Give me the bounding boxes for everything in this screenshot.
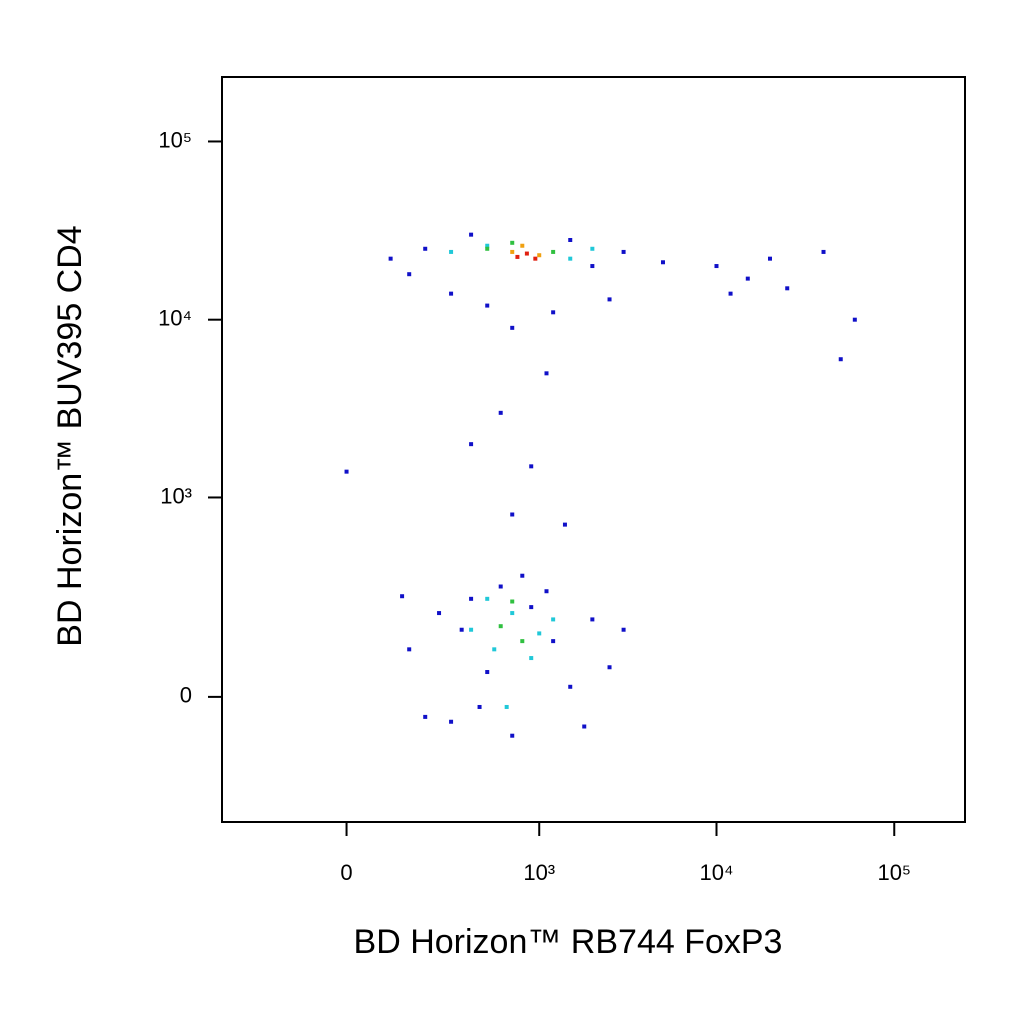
event-dot	[437, 611, 442, 616]
event-dot	[520, 639, 525, 644]
event-dot	[568, 684, 573, 689]
event-dot	[477, 704, 482, 709]
event-dot	[529, 656, 534, 661]
event-dot	[582, 724, 587, 729]
event-dot	[537, 253, 542, 258]
event-dot	[767, 256, 772, 261]
event-dot	[785, 286, 790, 291]
event-dot	[469, 627, 474, 632]
event-dot	[344, 469, 349, 474]
x-tick-label: 10⁴	[700, 860, 734, 885]
event-dot	[469, 442, 474, 447]
event-dot	[607, 297, 612, 302]
event-dot	[621, 627, 626, 632]
event-dot	[544, 371, 549, 376]
event-dot	[660, 260, 665, 265]
event-dot	[590, 246, 595, 251]
event-dot	[492, 647, 497, 652]
event-dot	[510, 240, 515, 245]
event-dot	[423, 246, 428, 251]
event-dot	[498, 624, 503, 629]
event-dot	[714, 264, 719, 269]
event-dot	[485, 596, 490, 601]
y-tick-label: 10³	[160, 483, 192, 508]
event-dot	[510, 249, 515, 254]
y-axis-label: BD Horizon™ BUV395 CD4	[51, 225, 89, 646]
event-dot	[485, 303, 490, 308]
event-dot	[498, 410, 503, 415]
x-tick-label: 10³	[523, 860, 555, 885]
x-tick-label: 10⁵	[877, 860, 911, 885]
y-tick-label: 10⁵	[158, 127, 192, 152]
event-dot	[510, 512, 515, 517]
y-tick-label: 10⁴	[158, 306, 192, 331]
event-dot	[510, 611, 515, 616]
event-dot	[485, 243, 490, 248]
event-dot	[520, 573, 525, 578]
x-tick-label: 0	[340, 860, 352, 885]
event-dot	[524, 251, 529, 256]
event-dot	[852, 317, 857, 322]
event-dot	[510, 599, 515, 604]
event-dot	[449, 719, 454, 724]
event-dot	[590, 617, 595, 622]
event-dot	[469, 232, 474, 237]
event-dot	[568, 237, 573, 242]
event-dot	[590, 264, 595, 269]
y-tick-label: 0	[180, 683, 192, 708]
event-dot	[407, 647, 412, 652]
event-dot	[400, 594, 405, 599]
event-dot	[485, 246, 490, 251]
event-dot	[551, 639, 556, 644]
event-dot	[469, 596, 474, 601]
event-dot	[551, 310, 556, 315]
event-dot	[551, 249, 556, 254]
event-dot	[498, 584, 503, 589]
event-dot	[728, 291, 733, 296]
event-dot	[529, 605, 534, 610]
plot-frame	[221, 76, 966, 823]
event-dot	[544, 589, 549, 594]
event-dot	[504, 704, 509, 709]
x-axis-label: BD Horizon™ RB744 FoxP3	[354, 923, 783, 961]
event-dot	[533, 256, 538, 261]
event-dot	[607, 665, 612, 670]
event-dot	[821, 249, 826, 254]
event-dot	[551, 617, 556, 622]
event-dot	[562, 522, 567, 527]
event-dot	[388, 256, 393, 261]
event-dot	[423, 714, 428, 719]
event-dot	[838, 357, 843, 362]
event-dot	[621, 249, 626, 254]
event-dot	[459, 627, 464, 632]
event-dot	[485, 670, 490, 675]
event-dot	[568, 256, 573, 261]
event-dot	[510, 325, 515, 330]
event-dot	[520, 243, 525, 248]
event-dot	[407, 272, 412, 277]
event-dot	[510, 733, 515, 738]
event-dot	[515, 254, 520, 259]
event-dot	[449, 291, 454, 296]
event-dot	[745, 276, 750, 281]
event-dot	[449, 249, 454, 254]
event-dot	[529, 464, 534, 469]
event-dot	[537, 631, 542, 636]
